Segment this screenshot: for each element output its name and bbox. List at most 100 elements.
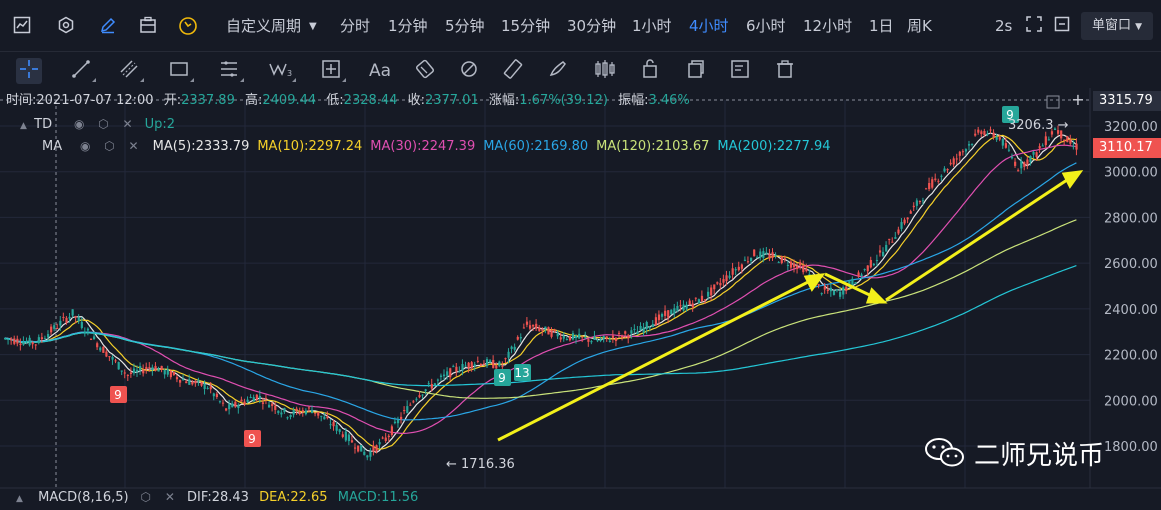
period-tab-15m[interactable]: 15分钟 [501,17,551,35]
period-tab-1h[interactable]: 1小时 [632,17,672,35]
candle-body [571,333,575,340]
trash-icon[interactable] [772,58,798,84]
candle-body [998,137,1001,140]
candle-body [298,412,301,414]
wave-icon[interactable]: 3 [268,58,296,84]
candle-body [759,251,762,258]
macd-name: MACD(8,16,5) [38,490,129,505]
candle-body [59,320,62,326]
candle-body [200,382,203,386]
candle-body [645,321,648,330]
period-tab-1d[interactable]: 1日 [869,17,894,35]
close-icon[interactable]: ✕ [164,490,175,504]
close-icon[interactable]: ✕ [122,117,133,131]
eye-icon[interactable]: ◉ [73,117,85,131]
candle-body [955,158,958,160]
candle-type-icon[interactable] [592,58,618,84]
fullscreen-icon[interactable] [1024,16,1044,36]
ma-line-60 [4,162,1077,421]
candle-body [185,381,188,384]
candle-body [1014,161,1017,166]
ma-line-5 [4,132,1077,454]
settings-icon[interactable]: ⬡ [104,139,115,153]
candle-body [446,371,449,376]
window-mode-select[interactable]: 单窗口 ▼ [1081,12,1153,40]
window-icon[interactable] [1052,16,1072,36]
period-tab-week[interactable]: 周K [907,17,932,35]
arrow-head [865,287,888,304]
refresh-interval[interactable]: 2s [995,17,1013,35]
candle-body [958,151,961,156]
fibonacci-icon[interactable] [216,58,244,84]
eye-icon[interactable]: ◉ [80,139,91,153]
period-tab-4h[interactable]: 4小时 [689,17,729,35]
copy-icon[interactable] [682,58,708,84]
candle-body [528,325,532,329]
collapse-caret-icon[interactable]: ▲ [16,494,23,504]
parallel-channel-icon[interactable] [116,58,144,84]
candle-body [553,329,556,332]
period-tab-1m[interactable]: 1分钟 [388,17,428,35]
clock-icon[interactable] [178,16,198,36]
candle-body [489,360,492,363]
eraser-icon[interactable] [412,58,438,84]
candle-body [172,371,176,375]
candle-body [311,409,314,414]
settings-icon[interactable]: ⬡ [98,117,109,131]
crosshair-icon[interactable] [16,58,42,84]
brush-icon[interactable] [545,58,571,84]
candlestick-chart-svg[interactable]: 3200.00 3000.00 2800.00 2600.00 2400.00 2200.… [0,88,1161,506]
candle-body [888,238,891,240]
candle-body [673,308,676,314]
ruler-icon[interactable] [500,58,526,84]
candle-body [286,417,289,419]
custom-period-dropdown[interactable]: 自定义周期 ▼ [226,16,317,37]
candle-body [86,328,90,331]
period-tab-12h[interactable]: 12小时 [803,17,853,35]
draw-pencil-icon[interactable] [98,16,118,36]
candle-body [347,434,351,442]
ma-value-0: MA(5):2333.79 [152,139,250,154]
candle-body [99,347,102,351]
period-tab-6h[interactable]: 6小时 [746,17,786,35]
period-tab-30m[interactable]: 30分钟 [567,17,617,35]
candle-body [792,263,796,268]
price-chart[interactable]: 3200.00 3000.00 2800.00 2600.00 2400.00 2200.… [0,88,1161,506]
note-icon[interactable] [727,58,753,84]
change-label: 涨幅: [488,93,520,108]
trendline-icon[interactable] [68,58,96,84]
candle-body [829,287,833,292]
chart-type-icon[interactable] [12,16,32,36]
candle-body [949,162,952,165]
text-icon[interactable]: Aa [368,61,392,81]
candle-body [317,411,320,416]
rectangle-icon[interactable] [166,58,194,84]
candle-body [163,370,166,375]
amplitude-label: 振幅: [618,93,649,108]
magnet-icon[interactable] [456,58,482,84]
candle-body [1010,156,1014,159]
lock-icon[interactable] [637,58,663,84]
candle-body [169,371,172,378]
layout-icon[interactable] [138,16,158,36]
candle-body [885,244,888,252]
collapse-caret-icon[interactable]: ▲ [20,121,27,131]
settings-icon[interactable]: ⬡ [140,490,151,504]
candle-body [851,278,854,286]
period-tab-fenshi[interactable]: 分时 [340,17,371,35]
candle-body [188,379,191,385]
indicator-icon[interactable] [56,16,76,36]
td-name: TD [34,117,53,132]
add-icon[interactable]: + [1071,90,1085,109]
expand-icon[interactable] [1046,94,1060,109]
close-icon[interactable]: ✕ [128,139,139,153]
candle-body [639,325,642,331]
candle-body [289,415,292,417]
td-count-badge [110,386,127,403]
candle-body [175,377,179,380]
candle-body [458,370,461,372]
candle-body [590,341,593,343]
period-tab-5m[interactable]: 5分钟 [445,17,485,35]
candle-body [96,343,99,348]
measure-icon[interactable] [318,58,346,84]
